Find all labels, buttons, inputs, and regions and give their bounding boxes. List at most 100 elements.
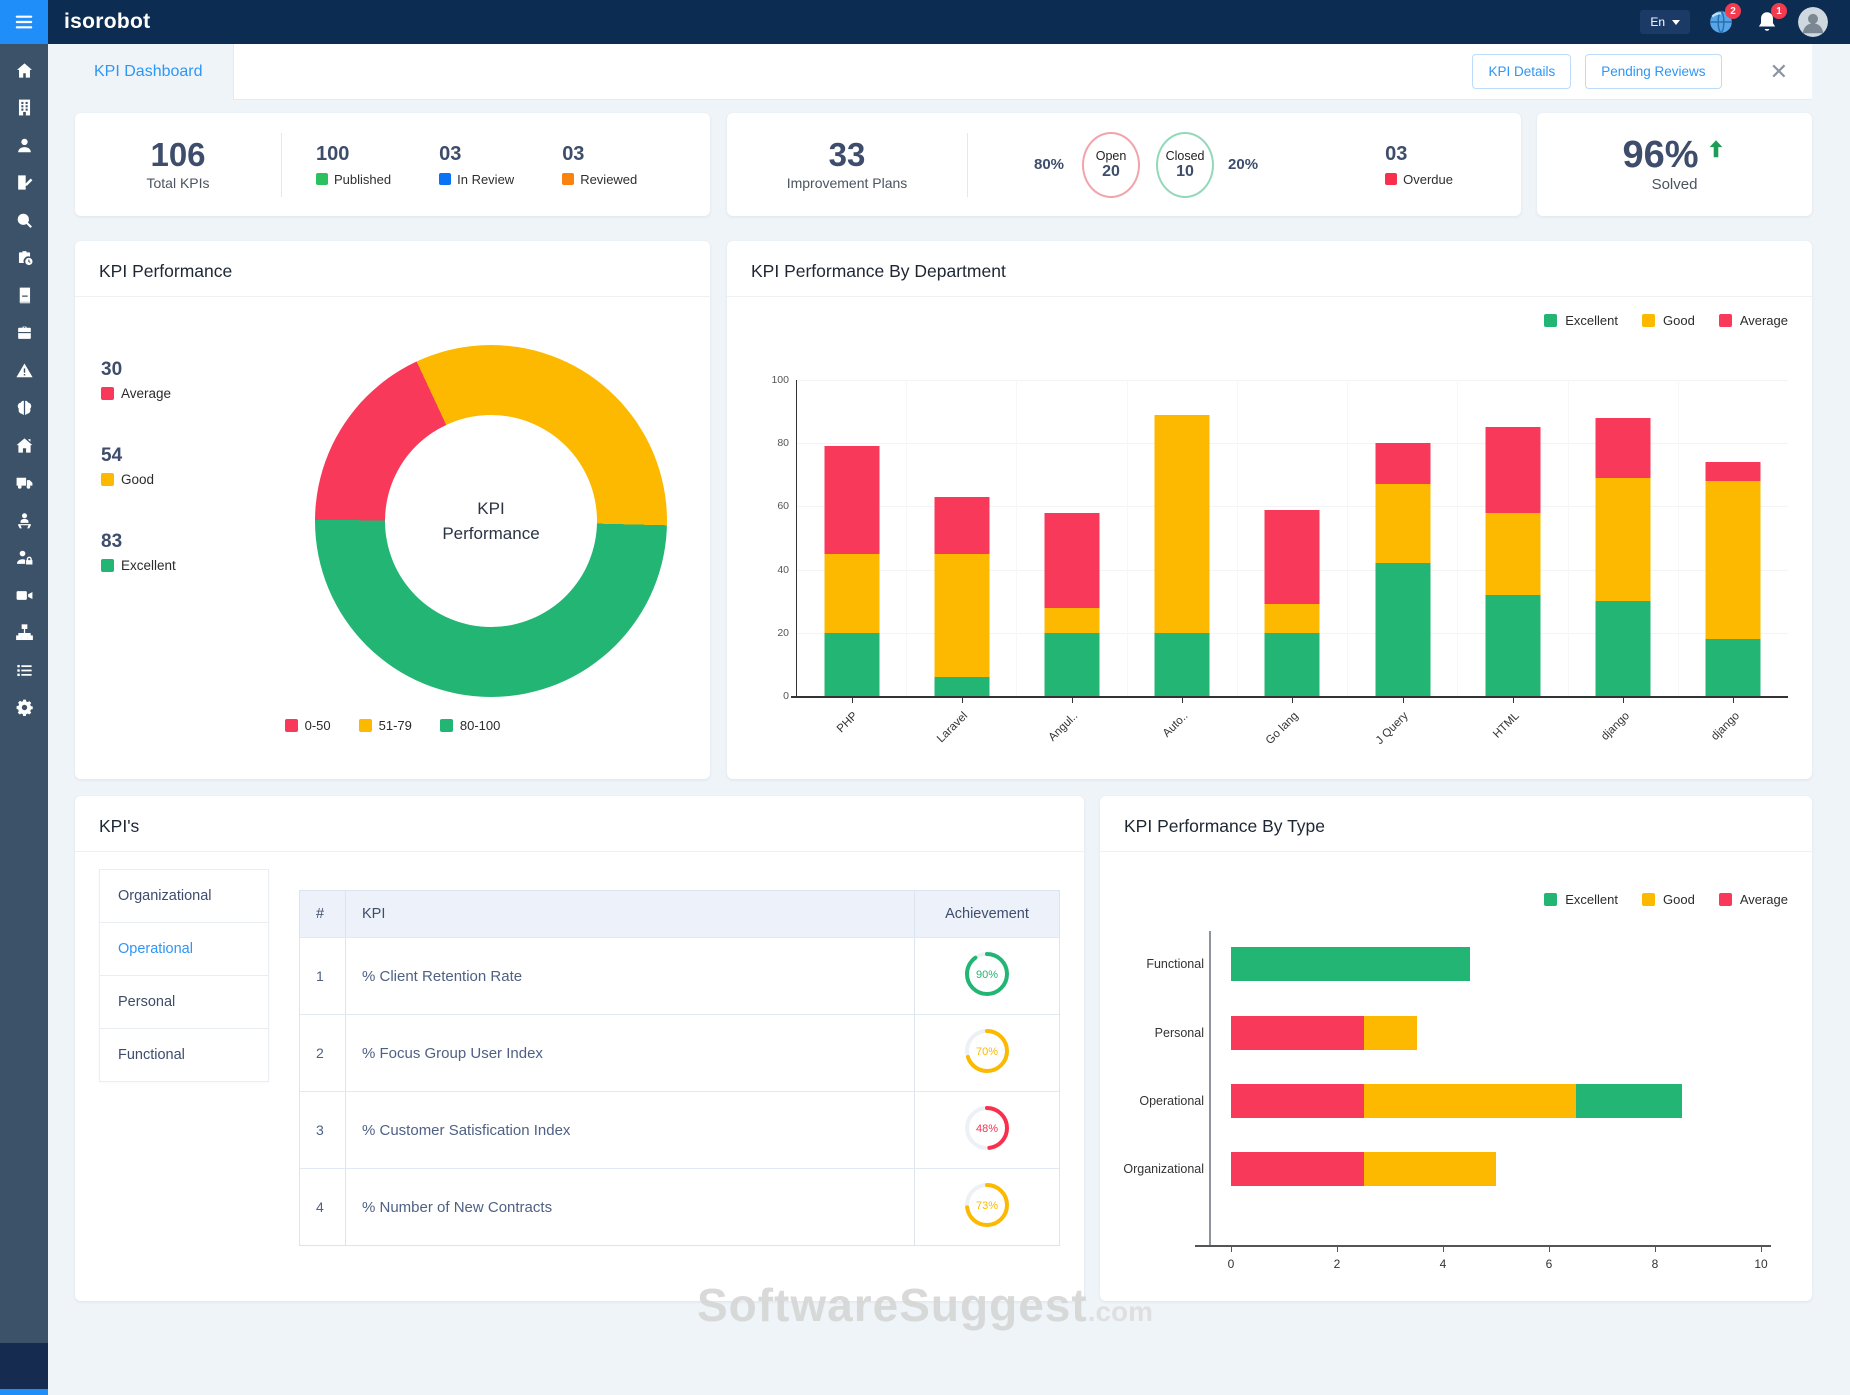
donut-stat-label-row: Average bbox=[101, 386, 176, 401]
stat-value: 03 bbox=[562, 142, 585, 165]
bar-segment-excellent bbox=[1044, 632, 1100, 696]
bar-segment-excellent bbox=[824, 632, 880, 696]
total-kpis-card: 106 Total KPIs 100 Published 03 In Review 03… bbox=[75, 113, 710, 216]
stacked-bar bbox=[1595, 417, 1651, 696]
tab-organizational[interactable]: Organizational bbox=[99, 869, 269, 923]
sidebar-item-brain[interactable] bbox=[0, 392, 48, 430]
legend-color-square bbox=[101, 559, 114, 572]
hamburger-icon bbox=[15, 15, 33, 29]
sidebar-item-book[interactable] bbox=[0, 279, 48, 317]
stat-label-row: Published bbox=[316, 172, 391, 187]
kpi-name-link[interactable]: % Customer Satisfication Index bbox=[362, 1121, 571, 1139]
category-label-functional: Functional bbox=[1146, 957, 1204, 971]
kpi-name-link[interactable]: % Number of New Contracts bbox=[362, 1198, 553, 1216]
globe-button[interactable]: 2 bbox=[1706, 3, 1741, 37]
bar-segment-good bbox=[1363, 1016, 1417, 1050]
sidebar-item-sitemap[interactable] bbox=[0, 617, 48, 655]
stat-label: Published bbox=[334, 171, 392, 187]
kpis-list-card: KPI's Organizational Operational Personal F… bbox=[75, 796, 1084, 1301]
sidebar-item-search[interactable] bbox=[0, 204, 48, 242]
sidebar-item-list[interactable] bbox=[0, 654, 48, 692]
improvement-plans-label: Improvement Plans bbox=[786, 175, 908, 192]
bar-slot-php: PHP bbox=[797, 380, 906, 735]
y-axis-tick-label: 40 bbox=[777, 563, 789, 576]
stacked-bar bbox=[1485, 427, 1541, 696]
x-axis-tick bbox=[1623, 698, 1625, 703]
gridline bbox=[797, 506, 1788, 508]
book-icon bbox=[15, 286, 34, 310]
status-color-square bbox=[316, 173, 328, 185]
donut-center-line2: Performance bbox=[442, 524, 540, 543]
status-color-square bbox=[562, 173, 575, 185]
kpi-details-button[interactable]: KPI Details bbox=[1472, 54, 1572, 89]
kpi-name-link[interactable]: % Focus Group User Index bbox=[362, 1044, 543, 1062]
sidebar-item-briefcase[interactable] bbox=[0, 317, 48, 355]
x-axis-category-label: HTML bbox=[1490, 710, 1522, 741]
kpi-name-link[interactable]: % Client Retention Rate bbox=[362, 967, 523, 985]
stat-value: 03 bbox=[439, 142, 462, 165]
toolbar-panel: KPI Details Pending Reviews ✕ bbox=[233, 44, 1812, 100]
solved-card: 96% Solved bbox=[1537, 113, 1812, 216]
legend-item-average: Average bbox=[1718, 892, 1788, 907]
topbar: isorobot En 2 1 bbox=[0, 0, 1850, 44]
user-lock-icon bbox=[15, 548, 34, 572]
sidebar-item-building[interactable] bbox=[0, 92, 48, 130]
sidebar-item-video-camera[interactable] bbox=[0, 579, 48, 617]
cell-number: 4 bbox=[300, 1169, 346, 1245]
svg-text:70%: 70% bbox=[976, 1046, 998, 1058]
status-color-square bbox=[439, 173, 452, 185]
bar-segment-average bbox=[1595, 417, 1651, 478]
type-chart-legend: Excellent Good Average bbox=[1544, 892, 1788, 907]
sidebar-item-user-lock[interactable] bbox=[0, 542, 48, 580]
close-icon[interactable]: ✕ bbox=[1769, 58, 1788, 84]
y-axis-tick-label: 80 bbox=[777, 437, 789, 450]
donut-stat-value: 30 bbox=[101, 359, 123, 380]
sidebar-item-home-roof[interactable] bbox=[0, 429, 48, 467]
notifications-button[interactable]: 1 bbox=[1752, 3, 1787, 37]
bar-segment-average bbox=[824, 446, 880, 554]
x-axis-category-label: Laravel bbox=[935, 710, 971, 746]
x-axis-line bbox=[791, 696, 1788, 698]
open-plans-circle: Open 20 bbox=[1082, 131, 1141, 198]
sidebar-item-warning[interactable] bbox=[0, 354, 48, 392]
sidebar-item-home[interactable] bbox=[0, 54, 48, 92]
tab-functional[interactable]: Functional bbox=[99, 1028, 269, 1082]
row-number: 2 bbox=[316, 1045, 324, 1061]
language-label: En bbox=[1650, 15, 1665, 29]
bar-segment-excellent bbox=[1154, 632, 1210, 696]
cell-achievement: 70% bbox=[915, 1015, 1059, 1091]
tab-kpi-dashboard[interactable]: KPI Dashboard bbox=[94, 63, 203, 80]
document-edit-icon bbox=[15, 173, 34, 197]
cell-number: 1 bbox=[300, 938, 346, 1014]
y-axis-tick-label: 20 bbox=[777, 626, 789, 639]
sidebar-item-user-podium[interactable] bbox=[0, 504, 48, 542]
legend-color-square bbox=[284, 719, 298, 732]
bar-segment-excellent bbox=[1231, 947, 1470, 981]
row-number: 4 bbox=[316, 1199, 324, 1215]
pending-reviews-button[interactable]: Pending Reviews bbox=[1585, 54, 1722, 89]
tab-strip: KPI Details Pending Reviews ✕ KPI Dashbo… bbox=[75, 44, 1812, 100]
legend-color-square bbox=[1544, 893, 1558, 906]
cell-achievement: 90% bbox=[915, 938, 1059, 1014]
stacked-bar bbox=[1154, 414, 1210, 696]
bar-segment-good bbox=[1363, 1084, 1576, 1118]
bar-segment-good bbox=[1595, 477, 1651, 602]
range-legend-label: 51-79 bbox=[378, 718, 412, 733]
sidebar-item-user[interactable] bbox=[0, 129, 48, 167]
dept-chart-legend: Excellent Good Average bbox=[1544, 313, 1788, 328]
sidebar-item-briefcase-clock[interactable] bbox=[0, 242, 48, 280]
user-avatar[interactable] bbox=[1798, 7, 1828, 37]
menu-button[interactable] bbox=[0, 0, 48, 44]
sidebar-item-gear[interactable] bbox=[0, 692, 48, 730]
category-label-operational: Operational bbox=[1139, 1094, 1204, 1108]
sidebar-item-truck[interactable] bbox=[0, 467, 48, 505]
tab-operational[interactable]: Operational bbox=[99, 922, 269, 976]
tab-personal[interactable]: Personal bbox=[99, 975, 269, 1029]
donut-stat-average: 30 Average bbox=[101, 359, 176, 401]
x-axis-tick bbox=[1443, 1247, 1444, 1252]
type-stacked-bar-chart: Functional Personal Operational Organizatio… bbox=[1100, 931, 1788, 1291]
legend-item-good: Good bbox=[1642, 313, 1695, 328]
legend-color-square bbox=[1718, 893, 1732, 906]
sidebar-item-document-edit[interactable] bbox=[0, 167, 48, 205]
language-selector[interactable]: En bbox=[1640, 10, 1690, 34]
